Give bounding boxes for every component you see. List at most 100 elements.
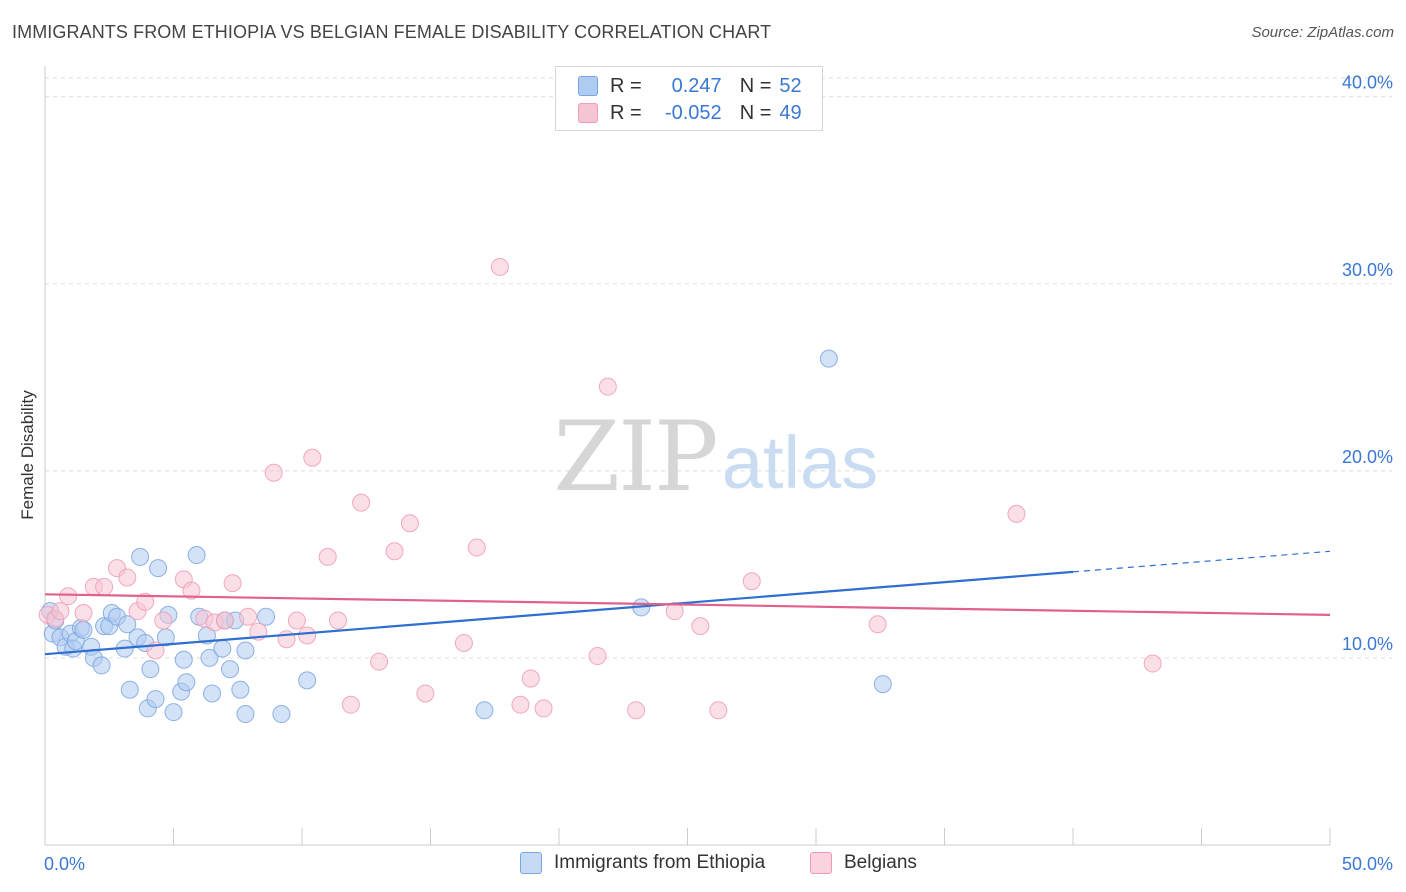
data-point bbox=[318, 547, 337, 566]
data-point bbox=[370, 652, 389, 671]
trend-line-ethiopia bbox=[44, 570, 1074, 656]
data-point bbox=[328, 611, 347, 630]
data-point bbox=[215, 611, 234, 630]
trend-line-extension-ethiopia bbox=[1072, 550, 1331, 573]
legend-row-belgians: R = -0.052 N = 49 bbox=[578, 101, 802, 125]
legend-swatch-belgians bbox=[578, 103, 598, 123]
data-point bbox=[627, 701, 646, 720]
data-point bbox=[200, 648, 219, 667]
data-point bbox=[400, 514, 419, 533]
data-point bbox=[118, 568, 137, 587]
data-point bbox=[298, 671, 317, 690]
data-point bbox=[51, 602, 70, 621]
data-point bbox=[298, 626, 317, 645]
data-point bbox=[264, 463, 283, 482]
axes bbox=[44, 66, 1331, 846]
data-point bbox=[521, 669, 540, 688]
source-credit: Source: ZipAtlas.com bbox=[1251, 24, 1394, 41]
data-point bbox=[187, 546, 206, 565]
data-point bbox=[118, 615, 137, 634]
data-point bbox=[59, 587, 78, 606]
legend-row-ethiopia: R = 0.247 N = 52 bbox=[578, 74, 802, 98]
watermark-atlas: atlas bbox=[722, 421, 878, 504]
data-point bbox=[1143, 654, 1162, 673]
legend-n-label: N = bbox=[739, 101, 772, 124]
data-point bbox=[146, 690, 165, 709]
data-point bbox=[475, 701, 494, 720]
legend-n-value-ethiopia: 52 bbox=[779, 74, 802, 97]
data-point bbox=[272, 705, 291, 724]
data-point bbox=[598, 377, 617, 396]
data-point bbox=[352, 493, 371, 512]
data-point bbox=[665, 602, 684, 621]
data-point bbox=[236, 641, 255, 660]
data-point bbox=[182, 581, 201, 600]
legend-r-value-belgians: -0.052 bbox=[664, 101, 722, 124]
y-axis-label: Female Disability bbox=[18, 390, 37, 520]
data-point bbox=[120, 680, 139, 699]
data-point bbox=[154, 611, 173, 630]
series-points-ethiopia bbox=[41, 349, 892, 724]
data-point bbox=[742, 572, 761, 591]
legend-n-value-belgians: 49 bbox=[779, 101, 802, 124]
data-point bbox=[74, 604, 93, 623]
data-point bbox=[454, 633, 473, 652]
data-point bbox=[287, 611, 306, 630]
data-point bbox=[141, 660, 160, 679]
tick-labels: 10.0% 20.0% 30.0% 40.0% 0.0% 50.0% bbox=[44, 73, 1393, 874]
legend-n-label: N = bbox=[739, 74, 772, 97]
data-point bbox=[223, 574, 242, 593]
series-label-belgians: Belgians bbox=[844, 852, 917, 873]
data-point bbox=[467, 538, 486, 557]
data-point bbox=[164, 703, 183, 722]
series-swatch-belgians bbox=[810, 852, 832, 874]
legend-r-label: R = bbox=[610, 74, 642, 97]
data-point bbox=[95, 577, 114, 596]
legend-r-label: R = bbox=[610, 101, 642, 124]
data-point bbox=[174, 650, 193, 669]
series-points-belgians bbox=[38, 257, 1162, 720]
data-point bbox=[588, 647, 607, 666]
y-tick-label: 20.0% bbox=[1342, 447, 1393, 467]
data-point bbox=[74, 620, 93, 639]
data-point bbox=[416, 684, 435, 703]
data-point bbox=[231, 680, 250, 699]
y-tick-label: 30.0% bbox=[1342, 260, 1393, 280]
data-point bbox=[92, 656, 111, 675]
data-point bbox=[177, 673, 196, 692]
x-tick-label-min: 0.0% bbox=[44, 854, 85, 874]
data-point bbox=[136, 592, 155, 611]
trend-line-belgians bbox=[44, 593, 1331, 616]
data-point bbox=[511, 695, 530, 714]
data-point bbox=[1007, 504, 1026, 523]
y-tick-label: 40.0% bbox=[1342, 73, 1393, 93]
data-point bbox=[303, 448, 322, 467]
x-tick-label-max: 50.0% bbox=[1342, 854, 1393, 874]
data-point bbox=[239, 607, 258, 626]
series-swatch-ethiopia bbox=[520, 852, 542, 874]
data-point bbox=[257, 607, 276, 626]
data-point bbox=[213, 639, 232, 658]
watermark: ZIP atlas bbox=[553, 401, 878, 513]
legend-r-value-ethiopia: 0.247 bbox=[671, 74, 722, 97]
data-point bbox=[868, 615, 887, 634]
series-legend: Immigrants from Ethiopia Belgians bbox=[0, 852, 1406, 878]
data-point bbox=[819, 349, 838, 368]
data-point bbox=[131, 547, 150, 566]
legend-swatch-ethiopia bbox=[578, 76, 598, 96]
data-point bbox=[203, 684, 222, 703]
series-legend-belgians[interactable]: Belgians bbox=[810, 852, 917, 874]
series-legend-ethiopia[interactable]: Immigrants from Ethiopia bbox=[520, 852, 765, 874]
data-point bbox=[490, 257, 509, 276]
chart-title: IMMIGRANTS FROM ETHIOPIA VS BELGIAN FEMA… bbox=[12, 22, 772, 42]
y-tick-label: 10.0% bbox=[1342, 634, 1393, 654]
data-point bbox=[341, 695, 360, 714]
trend-lines bbox=[44, 550, 1331, 656]
series-label-ethiopia: Immigrants from Ethiopia bbox=[554, 852, 766, 873]
grid-lines bbox=[45, 77, 1392, 659]
data-point bbox=[873, 675, 892, 694]
data-point bbox=[385, 542, 404, 561]
data-point bbox=[534, 699, 553, 718]
watermark-zip: ZIP bbox=[553, 401, 716, 513]
correlation-legend: R = 0.247 N = 52 R = -0.052 N = 49 bbox=[555, 66, 823, 131]
